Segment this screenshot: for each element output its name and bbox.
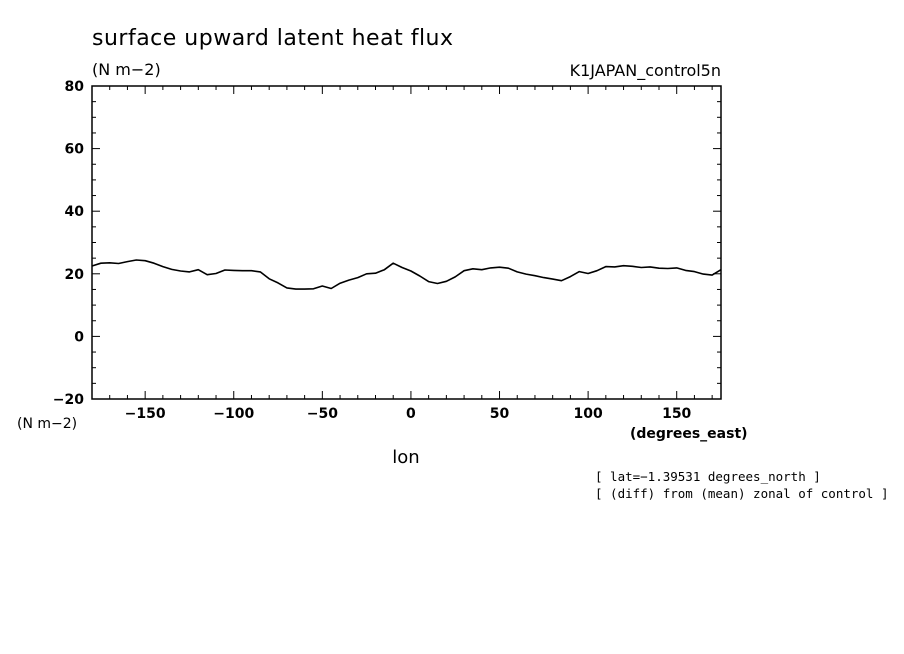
chart-units-label: (N m−2): [92, 60, 161, 79]
y-axis-units-label: (N m−2): [17, 416, 77, 432]
y-tick-label: −20: [53, 392, 84, 408]
plot-frame: [91, 85, 722, 400]
chart-title: surface upward latent heat flux: [92, 26, 454, 51]
plot-area: −20 0 20 40 60 80 −150 −100 −50 0 50 100 150: [53, 79, 722, 422]
x-tick-label: −100: [213, 406, 254, 422]
series-line: [91, 259, 722, 290]
y-tick-label: 60: [65, 142, 85, 158]
x-tick-label: −150: [125, 406, 166, 422]
run-label: K1JAPAN_control5n: [570, 61, 721, 81]
x-axis-title: lon: [392, 447, 419, 468]
y-tick-label: 80: [65, 79, 85, 95]
axis-ticks: [92, 85, 721, 400]
x-tick-label: 0: [406, 406, 416, 422]
x-tick-label: −50: [307, 406, 338, 422]
annotation-lat: [ lat=−1.39531 degrees_north ]: [595, 469, 821, 484]
y-tick-label: 40: [65, 204, 85, 220]
series-group: [91, 259, 722, 290]
x-tick-label: 150: [662, 406, 691, 422]
annotation-diff: [ (diff) from (mean) zonal of control ]: [595, 486, 889, 501]
y-tick-label: 20: [65, 267, 85, 283]
y-tick-label: 0: [74, 329, 84, 345]
y-tick-labels: −20 0 20 40 60 80: [53, 79, 84, 408]
x-tick-label: 100: [573, 406, 602, 422]
x-tick-labels: −150 −100 −50 0 50 100 150: [125, 406, 692, 422]
x-tick-label: 50: [490, 406, 510, 422]
x-axis-units-label: (degrees_east): [630, 426, 748, 442]
